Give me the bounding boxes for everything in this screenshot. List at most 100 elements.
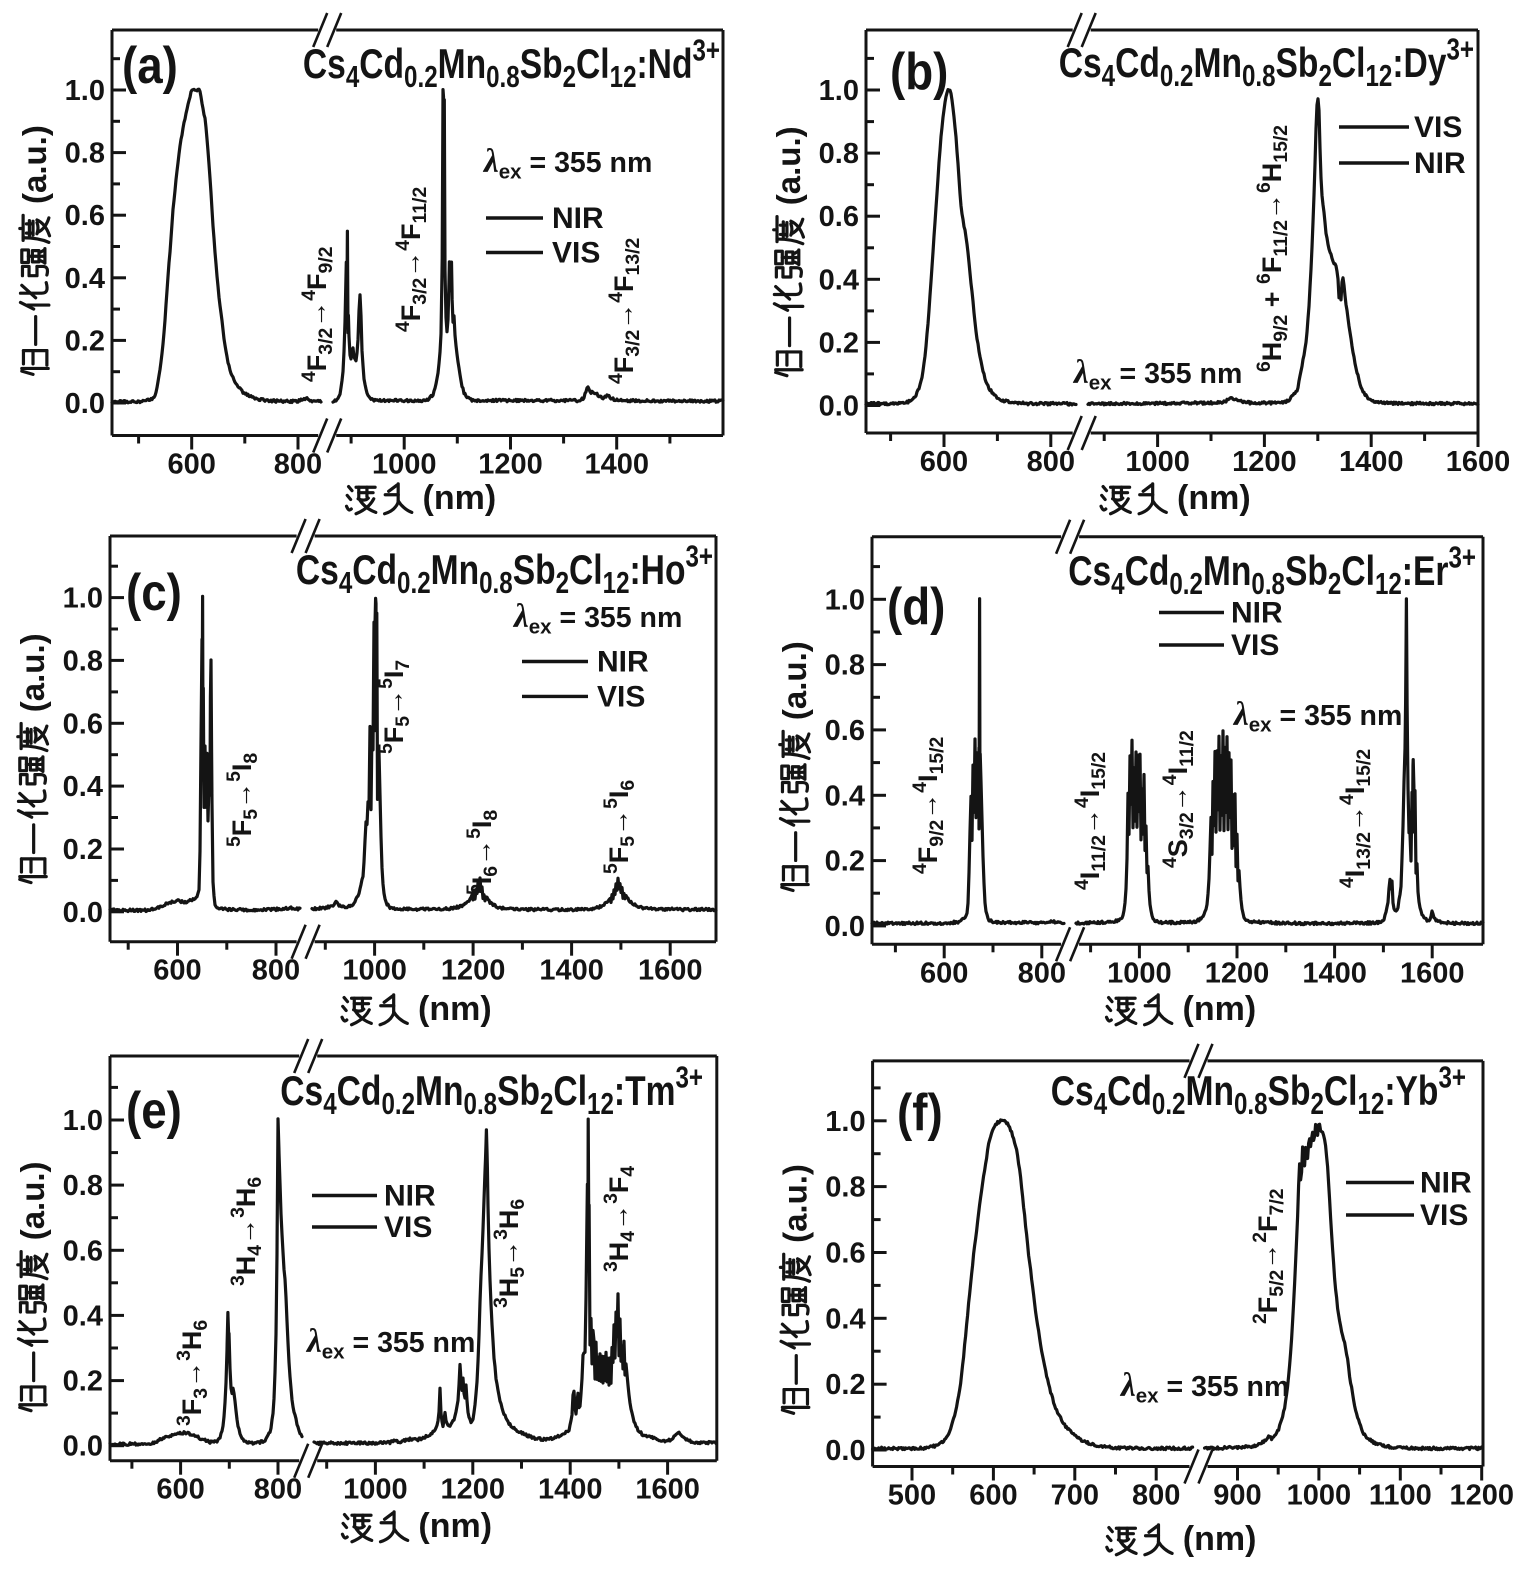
svg-text:600: 600 [156,1474,204,1506]
svg-text:VIS: VIS [597,680,645,713]
svg-text:λex = 355 nm: λex = 355 nm [512,598,682,638]
svg-text:λex = 355 nm: λex = 355 nm [1232,696,1402,736]
svg-text:0.0: 0.0 [63,1431,103,1463]
svg-text:800: 800 [1027,446,1075,478]
svg-text:Cs4Cd0.2Mn0.8Sb2Cl12:Ho3+: Cs4Cd0.2Mn0.8Sb2Cl12:Ho3+ [296,539,713,600]
svg-text:Cs4Cd0.2Mn0.8Sb2Cl12:Dy3+: Cs4Cd0.2Mn0.8Sb2Cl12:Dy3+ [1059,32,1474,93]
svg-text:VIS: VIS [1420,1199,1468,1232]
svg-text:(nm): (nm) [423,479,497,517]
svg-text:5F5→5I6: 5F5→5I6 [600,780,639,874]
svg-text:1000: 1000 [1125,446,1190,478]
svg-text:1.0: 1.0 [825,1106,865,1138]
svg-text:(nm): (nm) [1183,990,1257,1028]
svg-text:1200: 1200 [1205,957,1270,989]
svg-text:5F5→5I8: 5F5→5I8 [223,753,262,847]
svg-text:0.8: 0.8 [63,645,103,677]
svg-text:800: 800 [252,955,300,987]
svg-text:1200: 1200 [1232,446,1297,478]
svg-text:0.2: 0.2 [819,327,859,359]
svg-text:0.0: 0.0 [819,391,859,423]
svg-text:Cs4Cd0.2Mn0.8Sb2Cl12:Yb3+: Cs4Cd0.2Mn0.8Sb2Cl12:Yb3+ [1051,1060,1466,1121]
svg-text:1200: 1200 [478,449,543,481]
svg-text:VIS: VIS [1414,111,1462,144]
svg-text:600: 600 [920,446,968,478]
svg-text:NIR: NIR [552,202,604,235]
svg-text:500: 500 [888,1480,936,1512]
svg-text:0.6: 0.6 [63,1235,103,1267]
svg-text:1400: 1400 [1302,957,1367,989]
svg-text:1600: 1600 [1400,957,1465,989]
svg-text:1400: 1400 [1339,446,1404,478]
svg-text:1.0: 1.0 [819,75,859,107]
svg-text:0.8: 0.8 [65,138,105,170]
svg-text:1100: 1100 [1369,1480,1432,1512]
svg-text:600: 600 [153,955,201,987]
svg-text:λex = 355 nm: λex = 355 nm [482,143,652,183]
svg-text:(d): (d) [887,578,945,635]
svg-text:NIR: NIR [1231,597,1283,630]
svg-text:3H4→3H6: 3H4→3H6 [227,1177,266,1286]
svg-text:(a): (a) [122,37,178,94]
svg-text:1000: 1000 [1287,1480,1352,1512]
svg-text:800: 800 [1018,957,1066,989]
svg-text:0.8: 0.8 [819,138,859,170]
svg-text:(b): (b) [890,43,948,100]
svg-text:800: 800 [274,449,322,481]
svg-text:(a.u.): (a.u.) [777,1164,814,1243]
svg-text:0.2: 0.2 [63,1366,103,1398]
svg-text:0.4: 0.4 [65,263,105,295]
svg-text:(a.u.): (a.u.) [770,126,807,205]
svg-text:(a.u.): (a.u.) [14,633,51,712]
svg-text:0.6: 0.6 [63,708,103,740]
svg-text:6H9/2 + 6F11/2→6H15/2: 6H9/2 + 6F11/2→6H15/2 [1253,125,1292,372]
svg-text:700: 700 [1051,1480,1099,1512]
svg-text:5I6→5I8: 5I6→5I8 [463,810,502,895]
svg-text:(a.u.): (a.u.) [14,1161,51,1240]
svg-text:(a.u.): (a.u.) [16,125,53,204]
svg-text:(nm): (nm) [1183,1520,1257,1558]
svg-text:1.0: 1.0 [63,1105,103,1137]
svg-text:0.0: 0.0 [65,388,105,420]
svg-text:4F9/2→4I15/2: 4F9/2→4I15/2 [909,737,948,874]
svg-text:4F3/2→4F9/2: 4F3/2→4F9/2 [298,246,337,382]
svg-text:(e): (e) [126,1082,182,1139]
svg-text:1200: 1200 [441,1474,506,1506]
svg-text:(c): (c) [126,564,182,621]
svg-text:Cs4Cd0.2Mn0.8Sb2Cl12:Tm3+: Cs4Cd0.2Mn0.8Sb2Cl12:Tm3+ [280,1060,703,1121]
svg-text:0.4: 0.4 [63,1300,103,1332]
svg-text:1600: 1600 [1446,446,1511,478]
svg-text:λex = 355 nm: λex = 355 nm [305,1323,475,1363]
svg-text:0.0: 0.0 [825,1435,865,1467]
svg-text:0.6: 0.6 [825,715,865,747]
svg-text:1000: 1000 [343,1474,408,1506]
svg-text:NIR: NIR [1420,1167,1472,1200]
svg-text:4I13/2→4I15/2: 4I13/2→4I15/2 [1336,749,1375,888]
svg-text:1200: 1200 [1449,1480,1514,1512]
svg-text:λex = 355 nm: λex = 355 nm [1119,1367,1289,1407]
svg-text:1.0: 1.0 [65,75,105,107]
svg-text:0.0: 0.0 [63,897,103,929]
svg-text:4F3/2→4F13/2: 4F3/2→4F13/2 [605,238,644,384]
svg-text:0.8: 0.8 [825,650,865,682]
svg-text:1.0: 1.0 [63,583,103,615]
svg-text:600: 600 [920,957,968,989]
svg-text:1.0: 1.0 [825,584,865,616]
svg-text:1000: 1000 [372,449,437,481]
svg-text:0.8: 0.8 [825,1172,865,1204]
svg-text:2F5/2→2F7/2: 2F5/2→2F7/2 [1249,1188,1288,1324]
svg-text:3H4→3F4: 3H4→3F4 [600,1166,639,1272]
svg-text:VIS: VIS [1231,629,1279,662]
svg-text:(a.u.): (a.u.) [776,641,813,720]
svg-text:NIR: NIR [384,1180,436,1213]
svg-text:600: 600 [168,449,216,481]
svg-text:0.6: 0.6 [65,200,105,232]
svg-text:5F5→5I7: 5F5→5I7 [375,660,414,754]
svg-text:(nm): (nm) [418,1507,492,1545]
svg-text:800: 800 [1132,1480,1180,1512]
svg-text:0.8: 0.8 [63,1170,103,1202]
svg-text:0.6: 0.6 [819,201,859,233]
svg-text:800: 800 [254,1474,302,1506]
svg-text:0.2: 0.2 [65,325,105,357]
svg-text:0.4: 0.4 [825,1303,865,1335]
svg-text:1000: 1000 [342,955,407,987]
